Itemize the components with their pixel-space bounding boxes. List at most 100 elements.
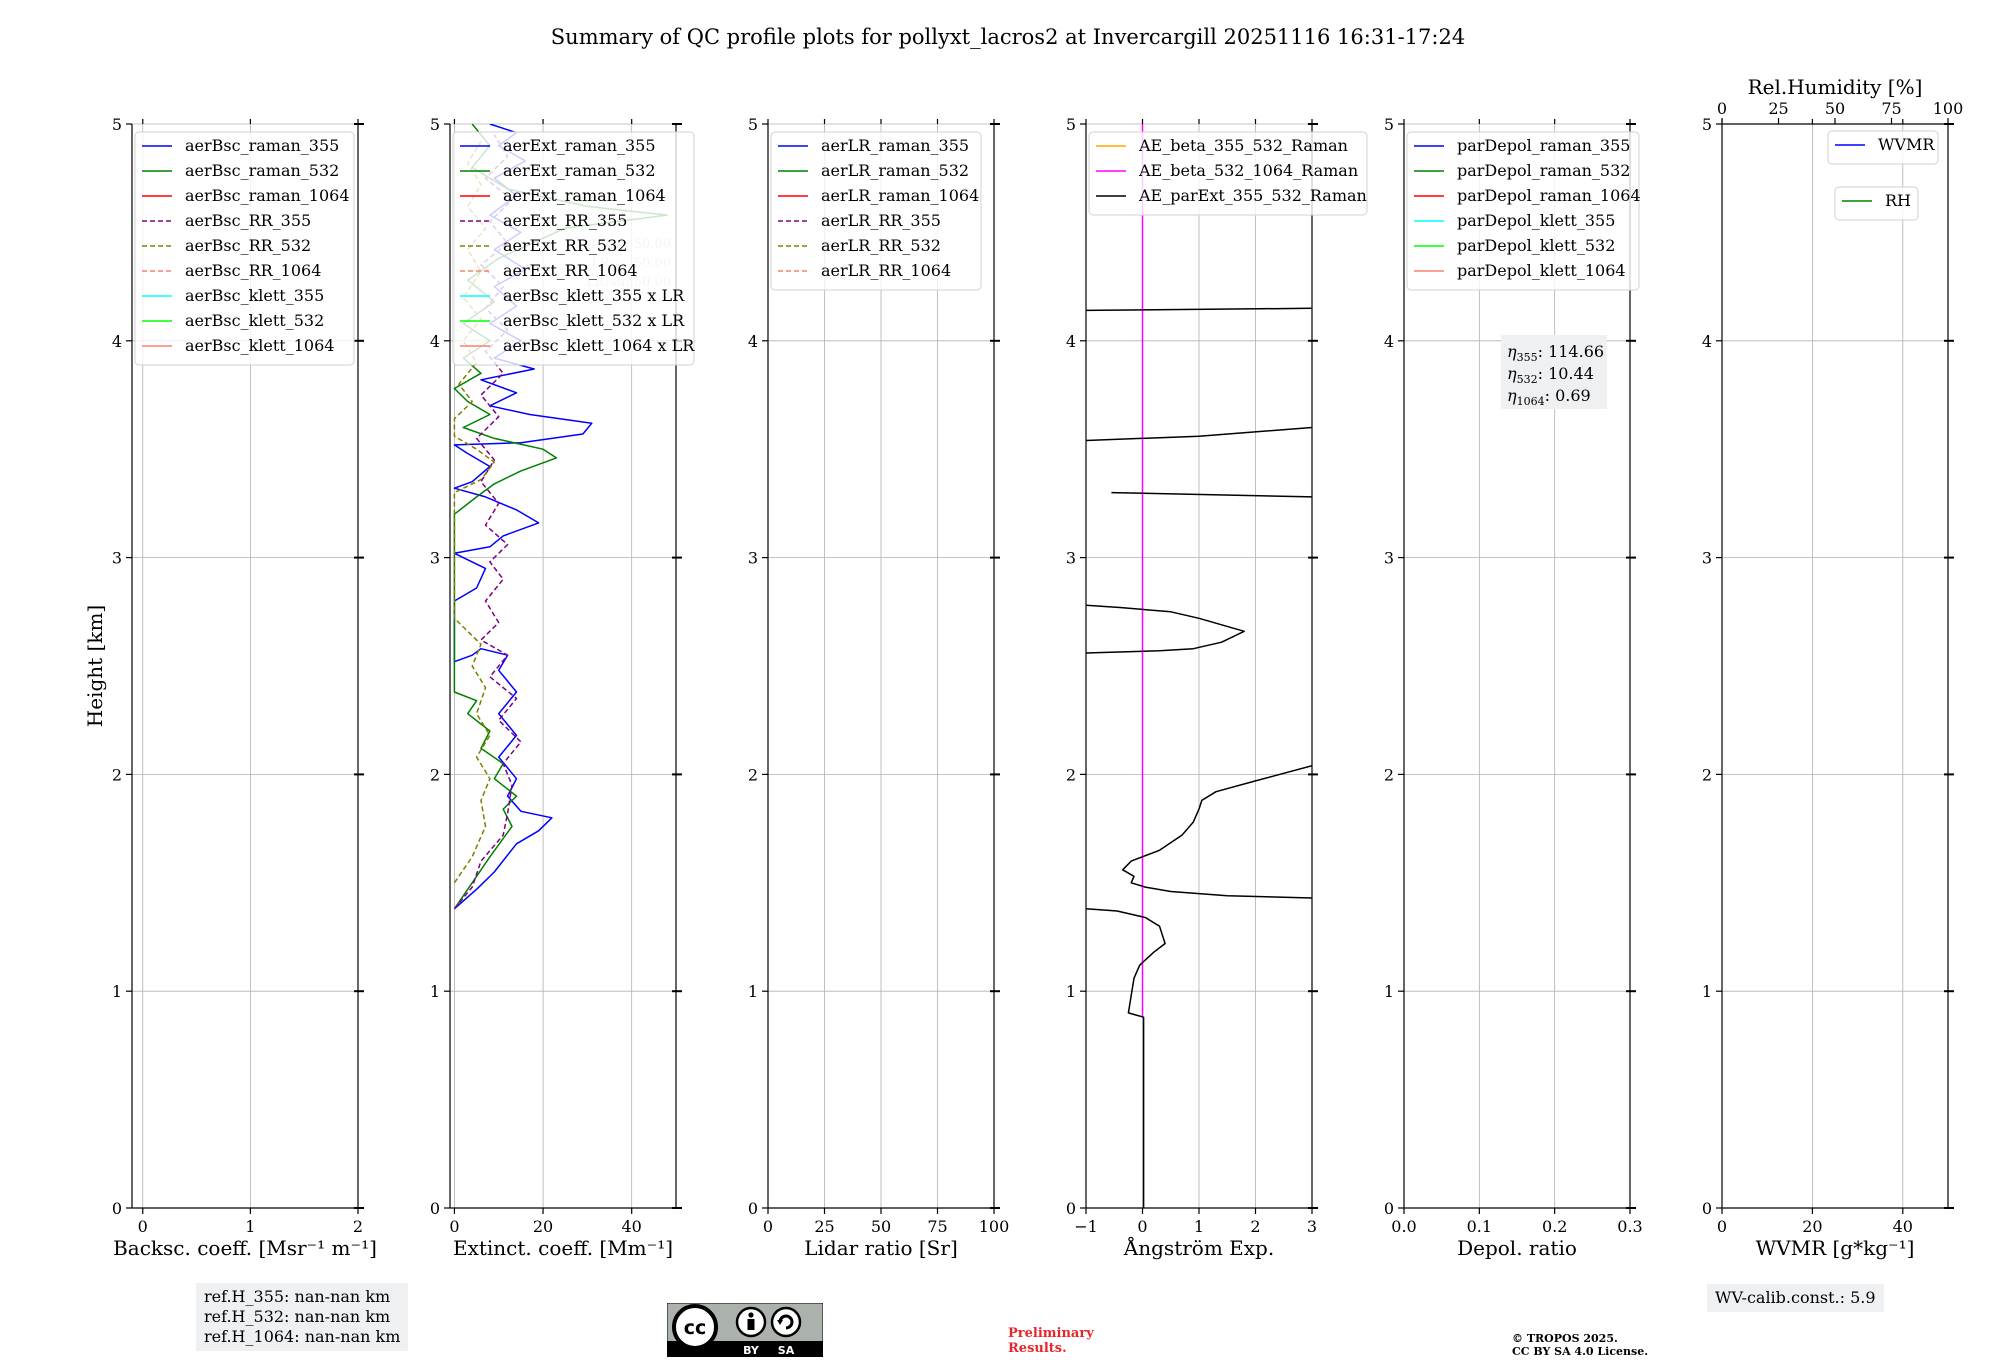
x-tick-label: 0	[138, 1217, 148, 1236]
legend-ae: AE_beta_355_532_Raman AE_beta_532_1064_Ra…	[1088, 131, 1368, 216]
legend-label: aerBsc_RR_355	[185, 211, 311, 230]
legend-label: RH	[1885, 191, 1911, 210]
legend-label: WVMR	[1878, 135, 1935, 154]
y-tick-label: 3	[430, 549, 440, 568]
reference-height-box: ref.H_355: nan-nan km ref.H_532: nan-nan…	[196, 1283, 409, 1351]
x-tick-label: 20	[1802, 1217, 1822, 1236]
legend-label: aerExt_raman_1064	[503, 186, 666, 205]
ref-height-355: ref.H_355: nan-nan km	[204, 1287, 391, 1306]
legend-bsc: aerBsc_raman_355 aerBsc_raman_532 aerBsc_r…	[134, 131, 355, 366]
panel-depol: 0.0 0.1 0.2 0.3 0 1 2 3 4 5 Depol. ratio parDepol_r…	[1384, 115, 1643, 1260]
x-axis-label: Depol. ratio	[1457, 1236, 1577, 1260]
y-tick-label: 0	[112, 1199, 122, 1218]
y-tick-label: 5	[1702, 115, 1712, 134]
series-line-AE_parExt_355_532_Raman	[1086, 908, 1166, 1208]
x-tick-label: 2	[1250, 1217, 1260, 1236]
x-tick-label: 0	[1717, 1217, 1727, 1236]
x-tick-label: 50	[871, 1217, 891, 1236]
legend-lr: aerLR_raman_355 aerLR_raman_532 aerLR_rama…	[770, 131, 982, 291]
legend-frame	[134, 131, 355, 366]
x-tick-label: 0.0	[1391, 1217, 1416, 1236]
x-tick-label: 0.3	[1617, 1217, 1642, 1236]
legend-frame	[452, 131, 695, 366]
x-axis-label: Extinct. coeff. [Mm⁻¹]	[453, 1236, 673, 1260]
x-tick-label: 25	[814, 1217, 834, 1236]
x-axis-label: Backsc. coeff. [Msr⁻¹ m⁻¹]	[113, 1236, 377, 1260]
x-tick-label: 1	[1194, 1217, 1204, 1236]
legend-label: aerBsc_RR_1064	[185, 261, 321, 280]
x-axis-label: WVMR [g*kg⁻¹]	[1756, 1236, 1915, 1260]
x-axis-label: Ångström Exp.	[1123, 1235, 1274, 1260]
y-tick-label: 4	[1702, 332, 1712, 351]
legend-label: aerLR_raman_355	[821, 136, 969, 155]
y-tick-label: 3	[1066, 549, 1076, 568]
y-tick-label: 0	[1702, 1199, 1712, 1218]
y-tick-label: 0	[430, 1199, 440, 1218]
legend-label: aerLR_raman_532	[821, 161, 969, 180]
legend-label: aerBsc_klett_1064 x LR	[503, 336, 695, 355]
y-tick-label: 2	[1702, 765, 1712, 784]
x-tick-label: 1	[245, 1217, 255, 1236]
svg-text:cc: cc	[684, 1317, 707, 1339]
legend-label: aerBsc_klett_532 x LR	[503, 311, 685, 330]
legend-frame	[1834, 186, 1919, 221]
y-tick-label: 5	[748, 115, 758, 134]
top-axis-tick-label: 75	[1881, 99, 1901, 118]
legend-label: aerBsc_raman_355	[185, 136, 339, 155]
legend-label: aerLR_RR_1064	[821, 261, 951, 280]
cc-by-label: BY	[743, 1344, 760, 1357]
y-tick-label: 3	[1384, 549, 1394, 568]
eta-value-355: η355: 114.66	[1507, 342, 1604, 364]
y-tick-label: 2	[112, 765, 122, 784]
legend-frame	[1088, 131, 1368, 216]
x-tick-label: −1	[1074, 1217, 1098, 1236]
legend-label: aerExt_RR_532	[503, 236, 627, 255]
cc-sa-label: SA	[778, 1344, 795, 1357]
legend-label: aerBsc_klett_532	[185, 311, 324, 330]
figure-title: Summary of QC profile plots for pollyxt_…	[551, 25, 1465, 49]
legend-label: parDepol_klett_1064	[1457, 261, 1626, 280]
legend-label: aerBsc_raman_1064	[185, 186, 350, 205]
x-tick-label: 0.1	[1467, 1217, 1492, 1236]
ref-height-532: ref.H_532: nan-nan km	[204, 1307, 391, 1326]
legend-label: aerExt_RR_355	[503, 211, 627, 230]
legend-rh: RH	[1834, 186, 1919, 221]
y-tick-label: 5	[1066, 115, 1076, 134]
y-tick-label: 3	[112, 549, 122, 568]
y-tick-label: 1	[1384, 982, 1394, 1001]
legend-depol: parDepol_raman_355 parDepol_raman_532 parD…	[1406, 131, 1641, 291]
ref-height-1064: ref.H_1064: nan-nan km	[204, 1327, 401, 1346]
x-axis-label: Lidar ratio [Sr]	[804, 1236, 958, 1260]
legend-label: parDepol_klett_532	[1457, 236, 1615, 255]
y-tick-label: 0	[748, 1199, 758, 1218]
panel-bsc: 0 1 2 0 1 2 3 4 5 Backsc. coeff. [Msr⁻¹ m⁻¹] Heigh…	[83, 115, 377, 1260]
wv-calibration-box: WV-calib.const.: 5.9	[1707, 1284, 1884, 1312]
legend-label: parDepol_raman_532	[1457, 161, 1630, 180]
eta-value-532: η532: 10.44	[1507, 364, 1594, 386]
top-axis-label: Rel.Humidity [%]	[1748, 75, 1923, 99]
panel-wv: 0 20 40 0 1 2 3 4 5 WVMR [g*kg⁻¹] 0 25 50 75 100 Rel.Hu…	[1702, 75, 1963, 1260]
legend-label: aerBsc_klett_355 x LR	[503, 286, 685, 305]
y-tick-label: 2	[1066, 765, 1076, 784]
y-tick-label: 4	[1384, 332, 1394, 351]
cc-by-sa-license-badge: cc BY SA	[667, 1303, 823, 1357]
y-tick-label: 1	[748, 982, 758, 1001]
y-tick-label: 3	[748, 549, 758, 568]
series-line-AE_parExt_355_532_Raman	[1121, 764, 1312, 899]
legend-label: aerBsc_RR_532	[185, 236, 311, 255]
y-tick-label: 2	[430, 765, 440, 784]
y-tick-label: 4	[112, 332, 122, 351]
legend-frame	[1406, 131, 1640, 291]
legend-label: parDepol_klett_355	[1457, 211, 1615, 230]
legend-label: parDepol_raman_1064	[1457, 186, 1641, 205]
eta-box-background	[1501, 335, 1607, 409]
y-tick-label: 4	[430, 332, 440, 351]
y-tick-label: 4	[1066, 332, 1076, 351]
legend-label: AE_parExt_355_532_Raman	[1138, 186, 1367, 205]
preliminary-results-note: Preliminary Results.	[1008, 1326, 1094, 1356]
legend-wvmr: WVMR	[1827, 130, 1939, 165]
x-tick-label: 20	[533, 1217, 553, 1236]
legend-label: aerBsc_klett_1064	[185, 336, 334, 355]
